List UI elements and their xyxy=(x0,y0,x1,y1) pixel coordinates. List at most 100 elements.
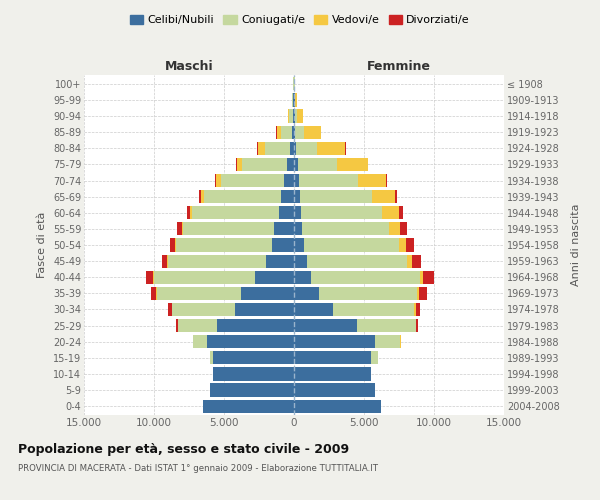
Bar xyxy=(311,270,420,284)
Bar xyxy=(201,190,205,203)
Bar xyxy=(281,190,294,203)
Bar xyxy=(295,94,297,106)
Bar xyxy=(386,174,387,187)
Bar xyxy=(292,126,294,139)
Bar xyxy=(296,142,317,155)
Bar xyxy=(295,110,298,122)
Bar xyxy=(216,174,221,187)
Bar xyxy=(415,303,416,316)
Bar xyxy=(298,158,337,171)
Bar xyxy=(241,286,294,300)
Bar xyxy=(389,222,400,235)
Text: PROVINCIA DI MACERATA - Dati ISTAT 1° gennaio 2009 - Elaborazione TUTTITALIA.IT: PROVINCIA DI MACERATA - Dati ISTAT 1° ge… xyxy=(18,464,378,473)
Bar xyxy=(162,254,167,268)
Bar xyxy=(294,351,371,364)
Bar xyxy=(301,206,382,220)
Bar xyxy=(294,384,375,396)
Bar xyxy=(304,238,399,252)
Bar xyxy=(333,303,415,316)
Bar xyxy=(170,238,175,252)
Text: Femmine: Femmine xyxy=(367,60,431,72)
Bar xyxy=(292,94,293,106)
Bar xyxy=(295,126,304,139)
Bar xyxy=(319,286,417,300)
Bar xyxy=(172,303,235,316)
Bar xyxy=(210,384,294,396)
Text: Popolazione per età, sesso e stato civile - 2009: Popolazione per età, sesso e stato civil… xyxy=(18,442,349,456)
Bar xyxy=(294,303,333,316)
Bar xyxy=(399,238,406,252)
Bar xyxy=(373,190,395,203)
Bar xyxy=(265,142,290,155)
Bar xyxy=(294,142,296,155)
Bar xyxy=(207,335,294,348)
Bar xyxy=(294,110,295,122)
Bar xyxy=(294,206,301,220)
Bar xyxy=(293,94,294,106)
Bar xyxy=(294,222,302,235)
Bar xyxy=(213,351,294,364)
Bar xyxy=(337,158,367,171)
Bar xyxy=(357,319,416,332)
Bar xyxy=(182,222,184,235)
Bar xyxy=(176,238,272,252)
Bar xyxy=(213,368,294,380)
Bar xyxy=(358,174,386,187)
Bar xyxy=(151,286,156,300)
Bar xyxy=(287,158,294,171)
Bar xyxy=(395,190,397,203)
Bar xyxy=(294,126,295,139)
Bar xyxy=(294,174,299,187)
Bar xyxy=(154,270,255,284)
Bar xyxy=(177,222,182,235)
Bar xyxy=(255,270,294,284)
Bar xyxy=(215,174,217,187)
Bar xyxy=(190,206,192,220)
Bar xyxy=(417,286,419,300)
Bar xyxy=(400,222,407,235)
Y-axis label: Fasce di età: Fasce di età xyxy=(37,212,47,278)
Bar xyxy=(221,174,284,187)
Bar xyxy=(294,238,304,252)
Bar xyxy=(416,319,418,332)
Y-axis label: Anni di nascita: Anni di nascita xyxy=(571,204,581,286)
Bar xyxy=(176,319,178,332)
Bar xyxy=(193,335,207,348)
Bar xyxy=(294,319,357,332)
Legend: Celibi/Nubili, Coniugati/e, Vedovi/e, Divorziati/e: Celibi/Nubili, Coniugati/e, Vedovi/e, Di… xyxy=(125,10,475,30)
Bar xyxy=(175,238,176,252)
Bar xyxy=(168,254,266,268)
Bar xyxy=(375,335,400,348)
Bar xyxy=(299,190,373,203)
Bar xyxy=(367,158,368,171)
Bar xyxy=(302,222,389,235)
Bar xyxy=(299,174,358,187)
Bar xyxy=(290,142,294,155)
Bar xyxy=(423,270,434,284)
Bar xyxy=(203,400,294,412)
Bar xyxy=(235,303,294,316)
Bar xyxy=(242,158,287,171)
Bar xyxy=(278,206,294,220)
Bar xyxy=(272,238,294,252)
Bar xyxy=(157,286,241,300)
Bar xyxy=(407,254,412,268)
Bar xyxy=(317,142,345,155)
Bar xyxy=(294,190,299,203)
Bar xyxy=(371,351,378,364)
Bar xyxy=(382,206,399,220)
Bar xyxy=(210,351,213,364)
Bar xyxy=(284,174,294,187)
Bar xyxy=(294,158,298,171)
Bar xyxy=(419,286,427,300)
Bar xyxy=(416,303,421,316)
Bar xyxy=(178,319,217,332)
Bar xyxy=(420,270,423,284)
Bar xyxy=(205,190,281,203)
Bar xyxy=(412,254,421,268)
Bar xyxy=(169,303,172,316)
Bar xyxy=(266,254,294,268)
Bar xyxy=(146,270,154,284)
Bar xyxy=(294,400,381,412)
Bar xyxy=(274,222,294,235)
